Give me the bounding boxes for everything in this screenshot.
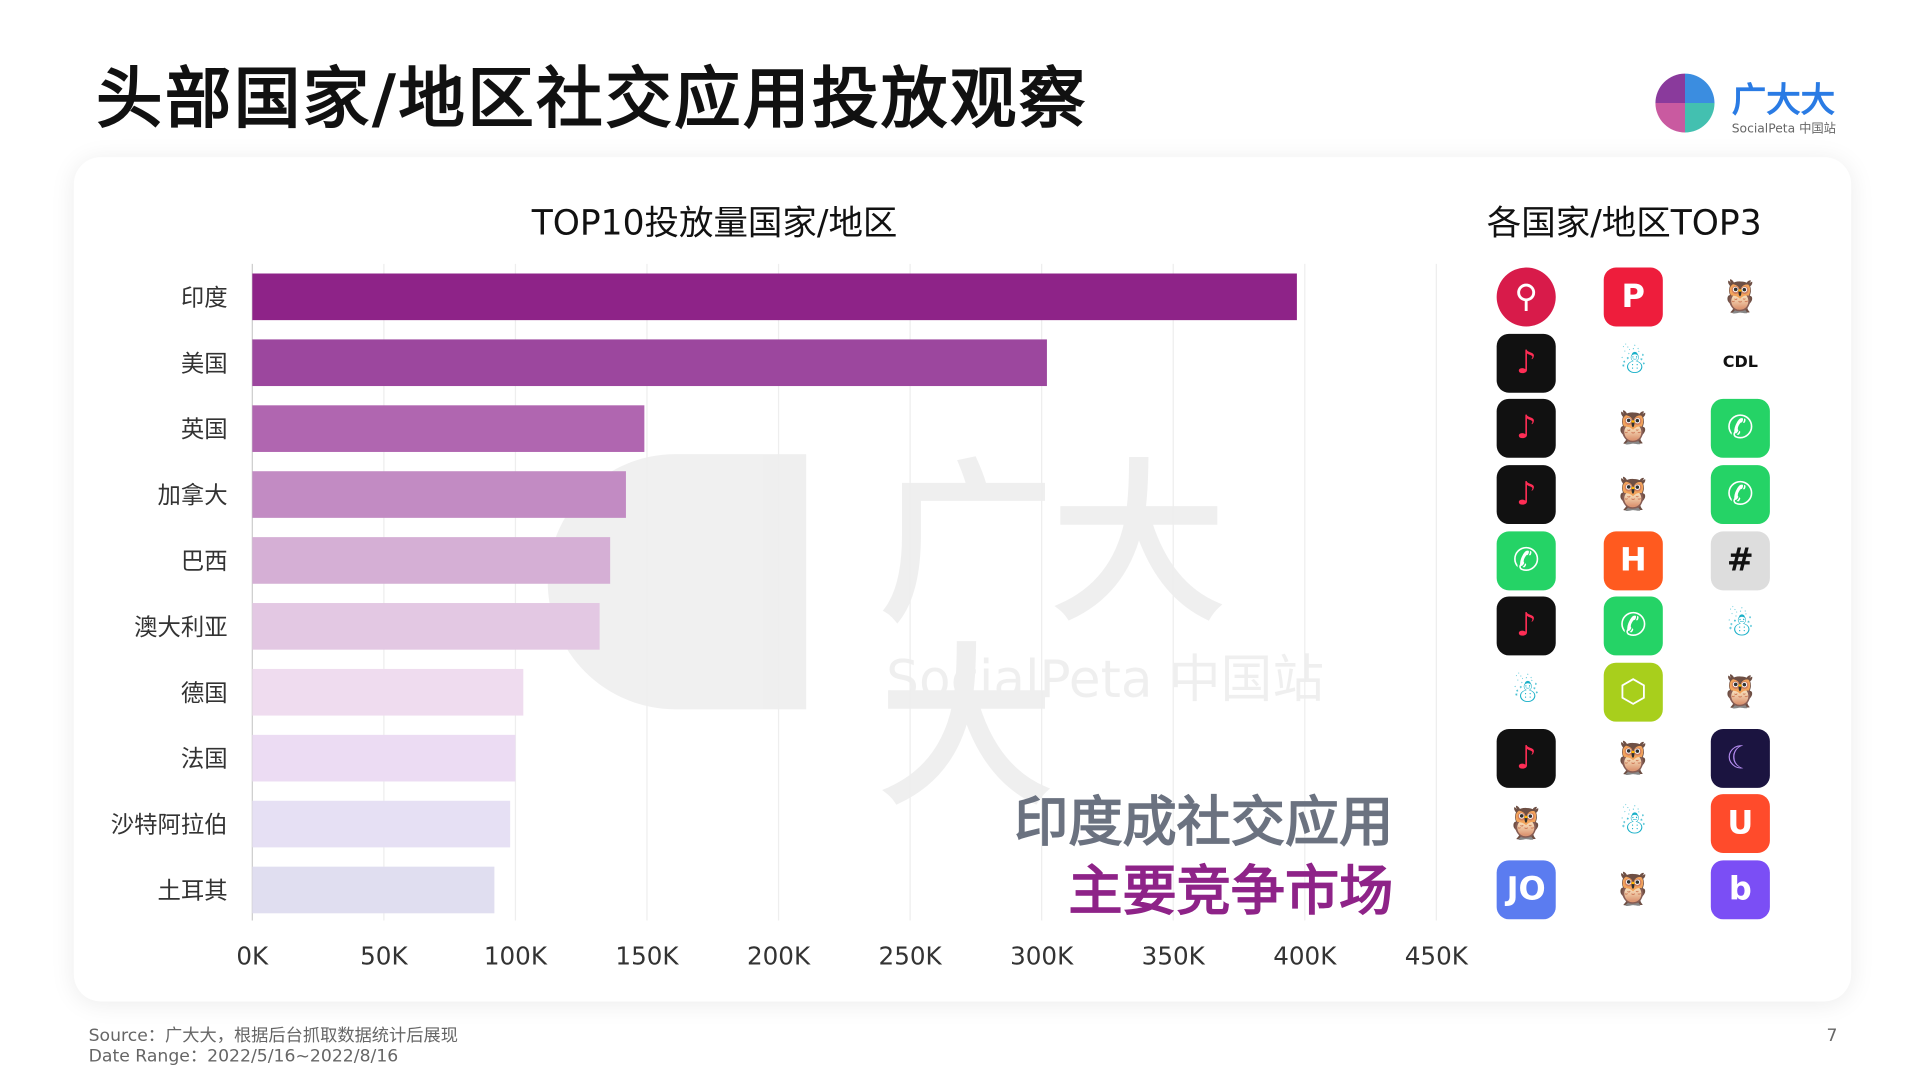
tiktok-icon: ♪ (1496, 596, 1556, 656)
whatsapp-icon: ✆ (1710, 465, 1770, 524)
pink-owl-app-icon: 🦉 (1720, 673, 1761, 711)
pink-owl-app-icon: 🦉 (1613, 476, 1654, 513)
x-tick-label: 350K (1142, 942, 1206, 971)
category-label: 德国 (181, 679, 228, 707)
pink-owl-app-icon: 🦉 (1506, 805, 1547, 843)
purple-b-app-icon: b (1710, 860, 1770, 920)
whatsapp-icon: ✆ (1496, 530, 1556, 590)
bar-6 (252, 603, 600, 650)
camera-app-icon: # (1710, 530, 1770, 590)
helo-app-icon: H (1603, 530, 1663, 590)
category-label: 土耳其 (158, 877, 228, 905)
category-label: 沙特阿拉伯 (111, 811, 228, 839)
red-person-app-icon: ⚲ (1496, 267, 1556, 327)
bigo-dino-app-icon: ☃ (1618, 344, 1648, 382)
tiktok-icon: ♪ (1496, 728, 1556, 788)
category-label: 澳大利亚 (134, 613, 228, 641)
date-range-note: Date Range：2022/5/16~2022/8/16 (88, 1046, 399, 1067)
category-label: 美国 (181, 349, 228, 377)
green-cube-app-icon: ⬡ (1603, 662, 1663, 722)
category-label: 法国 (181, 745, 228, 773)
chart-title: TOP10投放量国家/地区 (531, 202, 898, 244)
source-note: Source：广大大，根据后台抓取数据统计后展现 (88, 1026, 458, 1046)
page-title: 头部国家/地区社交应用投放观察 (96, 60, 1088, 138)
bar-2 (252, 339, 1047, 387)
tiktok-icon: ♪ (1496, 333, 1556, 393)
watermark-text: 广大大 (880, 445, 1225, 830)
category-label: 加拿大 (158, 481, 228, 509)
bar-10 (252, 866, 495, 914)
logo-text: 广大大 (1731, 79, 1836, 121)
x-tick-label: 300K (1010, 942, 1074, 971)
x-tick-label: 400K (1273, 942, 1337, 971)
bar-1 (252, 273, 1297, 321)
callout-line1: 印度成社交应用 (1014, 791, 1394, 855)
whatsapp-icon: ✆ (1603, 596, 1663, 656)
bar-8 (252, 734, 516, 782)
pink-owl-app-icon: 🦉 (1613, 871, 1654, 909)
logo: 广大大 SocialPeta 中国站 (1655, 73, 1852, 137)
x-tick-label: 100K (484, 942, 548, 971)
pink-owl-app-icon: 🦉 (1613, 410, 1654, 448)
tiktok-icon: ♪ (1496, 465, 1556, 524)
page-number: 7 (1826, 1026, 1838, 1046)
pink-owl-app-icon: 🦉 (1613, 739, 1654, 777)
bar-3 (252, 405, 645, 452)
x-tick-label: 50K (360, 942, 408, 971)
bigo-dino-app-icon: ☃ (1726, 607, 1755, 645)
whatsapp-icon: ✆ (1710, 399, 1770, 459)
joojoo-app-icon: JO (1496, 860, 1556, 920)
watermark-subtext: SocialPeta 中国站 (886, 649, 1325, 710)
x-tick-label: 250K (879, 942, 943, 971)
callout-line2: 主要竞争市场 (1068, 860, 1394, 923)
top3-title: 各国家/地区TOP3 (1486, 202, 1762, 244)
x-tick-label: 0K (236, 942, 269, 971)
moon-app-icon: ☾ (1710, 728, 1770, 788)
cdl-life-app-icon: CDL (1722, 353, 1758, 372)
tiktok-icon: ♪ (1496, 399, 1556, 459)
logo-subtext: SocialPeta 中国站 (1731, 122, 1836, 137)
category-label: 英国 (181, 415, 228, 443)
logo-mark-icon (1655, 73, 1715, 133)
x-tick-label: 150K (615, 942, 679, 971)
category-label: 巴西 (181, 547, 228, 575)
category-label: 印度 (181, 283, 228, 311)
footer-notes: Source：广大大，根据后台抓取数据统计后展现 Date Range：2022… (89, 1026, 458, 1068)
bar-7 (252, 668, 524, 716)
pink-owl-app-icon: 🦉 (1720, 278, 1761, 316)
bar-5 (252, 537, 611, 584)
x-tick-label: 450K (1405, 942, 1469, 971)
orange-u-app-icon: U (1710, 794, 1770, 854)
bar-4 (252, 471, 626, 518)
bar-9 (252, 800, 511, 848)
bigo-dino-app-icon: ☃ (1618, 805, 1648, 843)
red-p-app-icon: P (1603, 267, 1663, 327)
bigo-dino-app-icon: ☃ (1511, 673, 1541, 711)
x-tick-label: 200K (747, 942, 811, 971)
